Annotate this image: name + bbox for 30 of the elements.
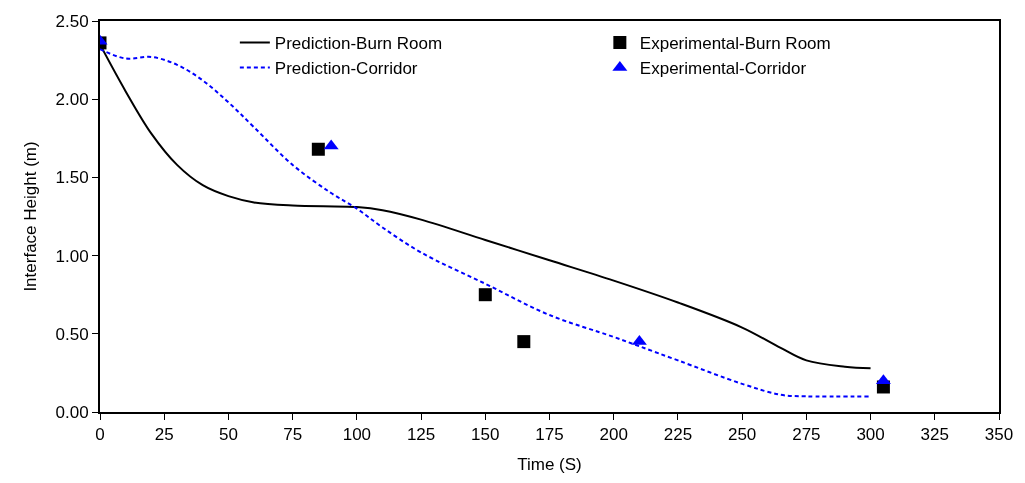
y-tick-label: 0.50 — [55, 324, 89, 344]
x-tick-label: 175 — [535, 425, 564, 445]
legend-label: Prediction-Burn Room — [274, 34, 443, 54]
y-axis-title: Interface Height (m) — [20, 141, 40, 292]
legend-label: Experimental-Burn Room — [639, 34, 831, 54]
x-tick-label: 75 — [283, 425, 303, 445]
y-tick-label: 2.50 — [55, 11, 89, 31]
y-tick-label: 0.00 — [55, 402, 89, 422]
x-tick-label: 150 — [471, 425, 500, 445]
x-tick-label: 50 — [218, 425, 238, 445]
x-tick-label: 250 — [727, 425, 757, 445]
x-tick-label: 125 — [406, 425, 436, 445]
x-tick-label: 0 — [95, 425, 105, 445]
point — [311, 142, 325, 156]
y-tick-label: 1.00 — [55, 246, 89, 266]
x-tick-label: 100 — [342, 425, 372, 445]
point — [478, 288, 492, 302]
legend-label: Prediction-Corridor — [274, 59, 418, 79]
x-axis-title: Time (S) — [517, 455, 582, 475]
point — [517, 335, 531, 349]
x-tick-label: 350 — [984, 425, 1014, 445]
y-tick-label: 1.50 — [55, 168, 89, 188]
y-tick-label: 2.00 — [55, 90, 89, 110]
x-tick-label: 225 — [663, 425, 693, 445]
x-tick-label: 200 — [599, 425, 628, 445]
x-tick-label: 275 — [792, 425, 821, 445]
x-tick-label: 325 — [920, 425, 949, 445]
legend-label: Experimental-Corridor — [639, 59, 807, 79]
x-tick-label: 300 — [856, 425, 885, 445]
x-tick-label: 25 — [154, 425, 174, 445]
